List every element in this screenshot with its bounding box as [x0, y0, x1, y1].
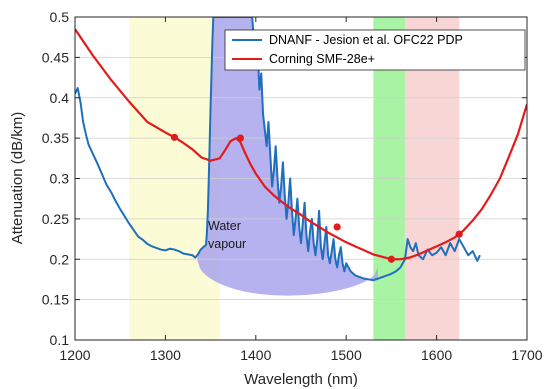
y-tick-label: 0.3	[50, 171, 70, 187]
x-tick-labels: 1200 1300 1400 1500 1600 1700	[59, 347, 542, 363]
water-label-line1: Water	[208, 219, 241, 233]
y-tick-label: 0.4	[50, 90, 70, 106]
y-tick-label: 0.15	[42, 292, 69, 308]
data-point-marker	[236, 134, 245, 142]
x-tick-label: 1400	[240, 347, 271, 363]
y-tick-label: 0.45	[42, 49, 69, 65]
water-label-line2: vapour	[208, 237, 246, 251]
x-tick-label: 1300	[150, 347, 181, 363]
series-line-dnanf	[75, 17, 481, 282]
series-markers	[170, 133, 463, 263]
data-point-marker	[455, 230, 463, 238]
data-point-marker	[387, 255, 395, 263]
axis-ticks	[74, 16, 528, 341]
water-vapour-annotation: Water vapour	[208, 219, 246, 251]
data-point-marker	[170, 133, 179, 141]
y-tick-label: 0.25	[42, 211, 69, 227]
y-tick-label: 0.2	[50, 251, 70, 267]
legend-box	[224, 29, 526, 71]
data-point-marker	[333, 223, 341, 231]
x-axis-label: Wavelength (nm)	[244, 371, 358, 388]
y-axis-label: Attenuation (dB/km)	[9, 112, 26, 245]
legend: DNANF - Jesion et al. OFC22 PDP Corning …	[224, 29, 526, 71]
x-tick-label: 1700	[511, 347, 542, 363]
y-tick-label: 0.1	[50, 332, 70, 348]
water-vapour-fill	[197, 17, 378, 296]
x-tick-label: 1500	[331, 347, 362, 363]
y-tick-labels: 0.1 0.15 0.2 0.25 0.3 0.35 0.4 0.45 0.5	[42, 9, 69, 348]
legend-label-dnanf: DNANF - Jesion et al. OFC22 PDP	[269, 33, 463, 47]
y-tick-label: 0.35	[42, 130, 69, 146]
x-tick-label: 1600	[421, 347, 452, 363]
water-vapour-region	[197, 17, 378, 296]
x-tick-label: 1200	[59, 347, 90, 363]
y-tick-label: 0.5	[50, 9, 70, 25]
legend-label-corning: Corning SMF-28e+	[269, 52, 375, 66]
